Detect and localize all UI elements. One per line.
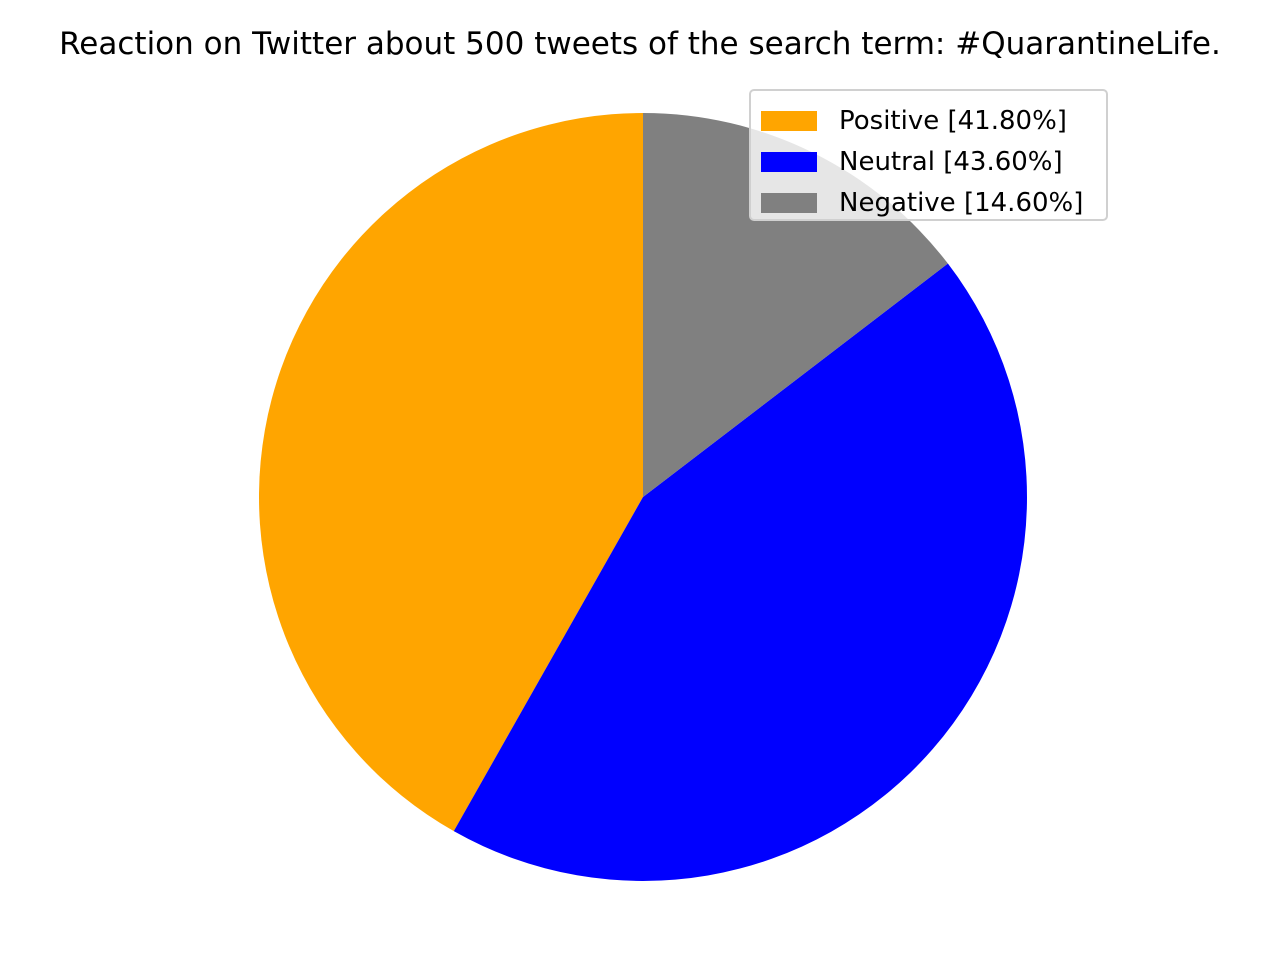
legend-swatch-negative [761, 192, 817, 213]
legend-swatch-positive [761, 110, 817, 131]
legend-label-positive: Positive [41.80%] [839, 105, 1067, 136]
legend-entry-neutral: Neutral [43.60%] [751, 141, 1106, 182]
legend: Positive [41.80%] Neutral [43.60%] Negat… [749, 89, 1108, 221]
legend-label-neutral: Neutral [43.60%] [839, 146, 1063, 177]
legend-swatch-neutral [761, 151, 817, 172]
pie-slice-neutral [453, 263, 1028, 882]
legend-entry-negative: Negative [14.60%] [751, 182, 1106, 223]
legend-label-negative: Negative [14.60%] [839, 187, 1084, 218]
legend-entry-positive: Positive [41.80%] [751, 100, 1106, 141]
chart-title: Reaction on Twitter about 500 tweets of … [59, 26, 1221, 62]
pie-slice-positive [259, 113, 643, 832]
